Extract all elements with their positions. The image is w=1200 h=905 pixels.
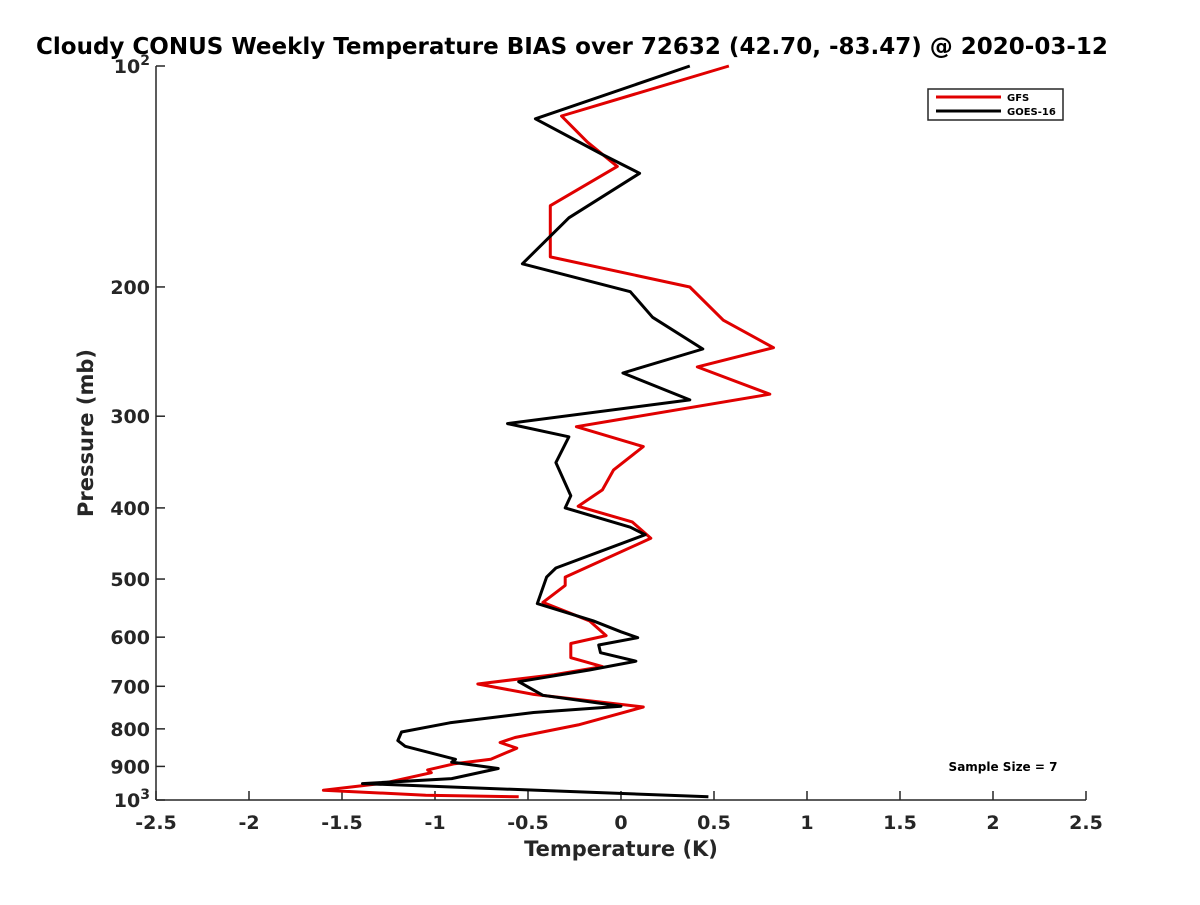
- x-tick-label: 2.5: [1069, 812, 1103, 834]
- chart-title: Cloudy CONUS Weekly Temperature BIAS ove…: [36, 34, 1108, 60]
- y-tick-label: 103: [114, 787, 150, 812]
- x-tick-label: 1.5: [883, 812, 917, 834]
- sample-size-annotation: Sample Size = 7: [949, 760, 1058, 774]
- legend-label: GOES-16: [1007, 107, 1056, 118]
- x-tick-label: 2: [986, 812, 999, 834]
- x-axis-label: Temperature (K): [524, 837, 718, 861]
- y-axis-label: Pressure (mb): [74, 349, 98, 517]
- y-tick-label: 500: [110, 569, 150, 591]
- legend-label: GFS: [1007, 93, 1029, 104]
- x-tick-label: -1.5: [321, 812, 363, 834]
- x-axis-ticks: -2.5 -2 -1.5 -1 -0.5 0 0.5 1 1.5 2 2.5: [135, 791, 1103, 834]
- x-tick-label: 1: [800, 812, 813, 834]
- y-axis-ticks: 102 200 300 400 500 600 700 800 900 103: [110, 53, 165, 812]
- y-tick-label: 700: [110, 676, 150, 698]
- y-tick-label: 102: [114, 53, 150, 78]
- legend: GFS GOES-16: [927, 88, 1064, 121]
- y-tick-label: 300: [110, 406, 150, 428]
- y-tick-label: 600: [110, 627, 150, 649]
- y-tick-label: 900: [110, 756, 150, 778]
- x-tick-label: -2.5: [135, 812, 177, 834]
- x-tick-label: 0.5: [697, 812, 731, 834]
- legend-box: [927, 88, 1064, 121]
- plot-area: [155, 66, 1086, 801]
- x-tick-label: -0.5: [507, 812, 549, 834]
- y-tick-label: 400: [110, 498, 150, 520]
- x-tick-label: 0: [614, 812, 627, 834]
- y-tick-label: 200: [110, 277, 150, 299]
- series-line-goes-16: [361, 64, 709, 799]
- y-tick-label: 800: [110, 719, 150, 741]
- x-tick-label: -1: [424, 812, 445, 834]
- series-layer: [321, 64, 775, 799]
- x-tick-label: -2: [238, 812, 259, 834]
